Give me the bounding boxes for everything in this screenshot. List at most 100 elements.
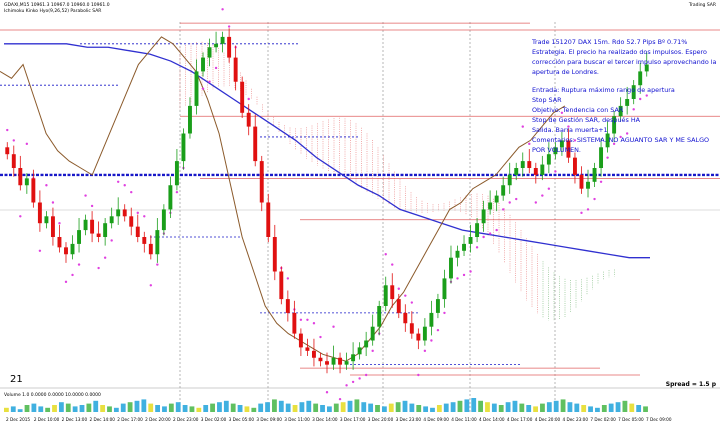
volume-bar bbox=[203, 405, 209, 412]
candle-body bbox=[77, 230, 81, 244]
volume-bar bbox=[182, 405, 188, 412]
sar-dot bbox=[84, 194, 87, 197]
candle-body bbox=[520, 161, 525, 168]
volume-bar bbox=[189, 406, 195, 412]
volume-bar bbox=[333, 403, 339, 412]
volume-bar bbox=[86, 403, 92, 412]
sar-dot bbox=[423, 349, 427, 353]
sar-dot bbox=[632, 108, 635, 111]
candle-body bbox=[612, 116, 617, 134]
x-tick-label: 4 Dec 17:00 bbox=[507, 417, 533, 422]
candle-body bbox=[422, 326, 427, 341]
candle-body bbox=[240, 81, 245, 113]
volume-bar bbox=[327, 406, 332, 412]
candle-body bbox=[148, 243, 153, 255]
sar-dot bbox=[149, 284, 153, 287]
volume-bar bbox=[471, 398, 477, 412]
volume-bar bbox=[52, 405, 57, 412]
candle-body bbox=[625, 99, 630, 106]
sar-dot bbox=[430, 339, 433, 342]
sar-dot bbox=[71, 273, 74, 277]
candle-body bbox=[540, 164, 545, 175]
candle-body bbox=[181, 133, 186, 162]
volume-bar bbox=[258, 403, 264, 412]
candle-body bbox=[599, 147, 604, 168]
sar-dot bbox=[456, 277, 459, 280]
candle-body bbox=[331, 357, 336, 365]
sar-dot bbox=[103, 256, 107, 259]
x-tick-label: 3 Dec 17:00 bbox=[340, 417, 366, 422]
x-tick-label: 3 Dec 14:00 bbox=[312, 417, 338, 422]
sar-dot bbox=[495, 228, 498, 232]
candles bbox=[5, 28, 649, 374]
candle-body bbox=[644, 64, 649, 72]
candle-body bbox=[305, 347, 310, 351]
volume-bar bbox=[416, 405, 422, 412]
sar-dot bbox=[97, 266, 100, 270]
volume-bar bbox=[450, 402, 456, 412]
x-tick-label: 2 Dec 10:00 bbox=[34, 417, 60, 422]
candle-body bbox=[292, 312, 297, 334]
candle-body bbox=[272, 237, 277, 272]
volume-bar bbox=[65, 403, 71, 412]
candle-body bbox=[37, 202, 42, 224]
sar-dot bbox=[469, 270, 472, 273]
volume-bar bbox=[636, 405, 642, 412]
volume-bar bbox=[155, 405, 161, 412]
sar-dot bbox=[345, 384, 348, 387]
candle-body bbox=[527, 161, 532, 168]
sar-dot bbox=[227, 25, 231, 28]
volume-bar bbox=[134, 400, 140, 412]
volume-bar bbox=[175, 402, 181, 412]
candle-body bbox=[155, 230, 160, 255]
volume-bar bbox=[148, 403, 154, 412]
volume-bar bbox=[622, 400, 628, 412]
candle-body bbox=[507, 174, 512, 186]
candle-body bbox=[194, 71, 199, 106]
sar-dot bbox=[619, 135, 622, 139]
sar-dot bbox=[404, 294, 407, 297]
volume-bar bbox=[320, 405, 325, 412]
candle-body bbox=[370, 326, 375, 341]
sar-dot bbox=[25, 142, 29, 146]
sar-dot bbox=[475, 246, 479, 249]
volume-bar bbox=[100, 405, 106, 412]
volume-bar bbox=[608, 403, 614, 412]
sar-dot bbox=[554, 170, 557, 173]
volume-bar bbox=[629, 403, 635, 412]
volume-bar bbox=[120, 403, 126, 412]
sar-dot bbox=[417, 373, 420, 377]
volume-bar bbox=[107, 406, 112, 412]
sar-dot bbox=[599, 180, 603, 183]
candle-body bbox=[70, 243, 75, 255]
volume-bar bbox=[313, 403, 319, 412]
candle-body bbox=[83, 219, 88, 231]
candle-body bbox=[174, 161, 179, 186]
volume-bar bbox=[595, 407, 600, 412]
candle-body bbox=[253, 126, 258, 162]
sar-dot bbox=[175, 190, 179, 194]
volume-bar bbox=[38, 406, 44, 412]
volume-bar bbox=[45, 407, 51, 412]
volume-bar bbox=[278, 400, 284, 412]
volume-bar bbox=[402, 400, 408, 412]
sar-dot bbox=[482, 235, 485, 239]
x-tick-label: 7 Dec 05:00 bbox=[618, 417, 644, 422]
candle-body bbox=[475, 223, 480, 237]
sar-dot bbox=[612, 142, 616, 146]
candle-body bbox=[455, 250, 460, 258]
candle-body bbox=[409, 323, 414, 334]
volume-bar bbox=[299, 402, 305, 412]
candle-body bbox=[298, 333, 303, 348]
annotation-comments2: POR VOLUMEN. bbox=[532, 146, 581, 154]
candle-body bbox=[429, 312, 434, 327]
volume-bar bbox=[430, 407, 435, 412]
chikou-span bbox=[0, 36, 566, 362]
candle-body bbox=[96, 233, 101, 237]
volume-bar bbox=[162, 406, 167, 412]
x-tick-label: 2 Dec 13:00 bbox=[62, 417, 88, 422]
candle-body bbox=[546, 154, 551, 165]
volume-bar bbox=[478, 400, 484, 412]
annotation-management: Stop de Gestión SAR, después HA bbox=[532, 116, 641, 124]
candle-body bbox=[579, 174, 584, 189]
